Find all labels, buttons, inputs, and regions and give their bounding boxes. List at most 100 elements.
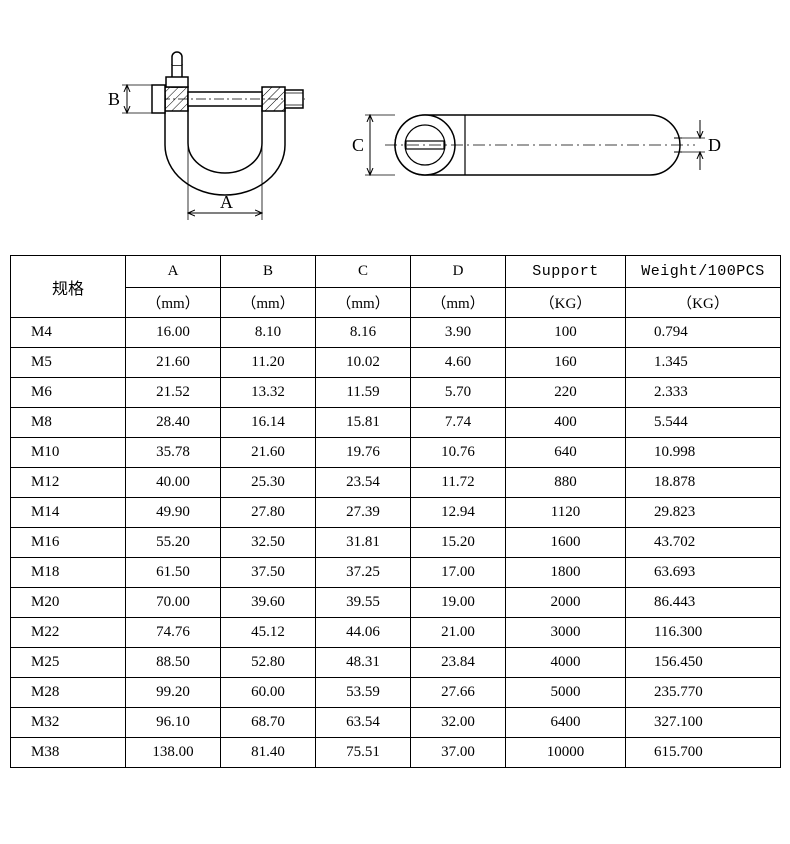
cell-support: 4000 — [506, 648, 626, 678]
cell-support: 6400 — [506, 708, 626, 738]
cell-spec: M8 — [11, 408, 126, 438]
cell-d: 5.70 — [411, 378, 506, 408]
cell-d: 15.20 — [411, 528, 506, 558]
cell-d: 10.76 — [411, 438, 506, 468]
cell-d: 27.66 — [411, 678, 506, 708]
cell-a: 21.52 — [126, 378, 221, 408]
table-row: M2274.7645.1244.0621.003000116.300 — [11, 618, 781, 648]
table-body: M416.008.108.163.901000.794M521.6011.201… — [11, 318, 781, 768]
cell-b: 27.80 — [221, 498, 316, 528]
cell-c: 63.54 — [316, 708, 411, 738]
cell-weight: 63.693 — [626, 558, 781, 588]
cell-support: 1800 — [506, 558, 626, 588]
cell-spec: M5 — [11, 348, 126, 378]
cell-support: 100 — [506, 318, 626, 348]
cell-a: 96.10 — [126, 708, 221, 738]
cell-weight: 1.345 — [626, 348, 781, 378]
cell-support: 160 — [506, 348, 626, 378]
hdr-weight-unit: （KG） — [626, 288, 781, 318]
cell-c: 23.54 — [316, 468, 411, 498]
cell-spec: M16 — [11, 528, 126, 558]
cell-c: 27.39 — [316, 498, 411, 528]
cell-spec: M12 — [11, 468, 126, 498]
cell-b: 52.80 — [221, 648, 316, 678]
cell-b: 45.12 — [221, 618, 316, 648]
dim-label-b: B — [108, 89, 120, 109]
cell-b: 16.14 — [221, 408, 316, 438]
cell-weight: 327.100 — [626, 708, 781, 738]
hdr-a-unit: （mm） — [126, 288, 221, 318]
cell-d: 21.00 — [411, 618, 506, 648]
cell-c: 11.59 — [316, 378, 411, 408]
cell-d: 3.90 — [411, 318, 506, 348]
cell-b: 32.50 — [221, 528, 316, 558]
spec-table: 规格 A B C D Support Weight/100PCS （mm） （m… — [10, 255, 781, 768]
cell-spec: M25 — [11, 648, 126, 678]
cell-c: 31.81 — [316, 528, 411, 558]
cell-spec: M22 — [11, 618, 126, 648]
table-row: M828.4016.1415.817.744005.544 — [11, 408, 781, 438]
cell-d: 23.84 — [411, 648, 506, 678]
cell-b: 25.30 — [221, 468, 316, 498]
hdr-c: C — [316, 256, 411, 288]
table-row: M2588.5052.8048.3123.844000156.450 — [11, 648, 781, 678]
cell-weight: 18.878 — [626, 468, 781, 498]
cell-c: 10.02 — [316, 348, 411, 378]
table-row: M621.5213.3211.595.702202.333 — [11, 378, 781, 408]
cell-d: 4.60 — [411, 348, 506, 378]
cell-a: 88.50 — [126, 648, 221, 678]
cell-weight: 2.333 — [626, 378, 781, 408]
cell-a: 99.20 — [126, 678, 221, 708]
cell-weight: 0.794 — [626, 318, 781, 348]
table-header: 规格 A B C D Support Weight/100PCS （mm） （m… — [11, 256, 781, 318]
cell-spec: M14 — [11, 498, 126, 528]
cell-weight: 156.450 — [626, 648, 781, 678]
hdr-support: Support — [506, 256, 626, 288]
shackle-svg: B A — [0, 0, 790, 230]
cell-a: 16.00 — [126, 318, 221, 348]
hdr-weight: Weight/100PCS — [626, 256, 781, 288]
hdr-b: B — [221, 256, 316, 288]
cell-weight: 10.998 — [626, 438, 781, 468]
cell-d: 32.00 — [411, 708, 506, 738]
cell-c: 37.25 — [316, 558, 411, 588]
cell-b: 8.10 — [221, 318, 316, 348]
cell-a: 55.20 — [126, 528, 221, 558]
table-row: M521.6011.2010.024.601601.345 — [11, 348, 781, 378]
spec-table-container: 规格 A B C D Support Weight/100PCS （mm） （m… — [10, 255, 780, 768]
cell-spec: M10 — [11, 438, 126, 468]
cell-support: 880 — [506, 468, 626, 498]
cell-c: 8.16 — [316, 318, 411, 348]
cell-support: 5000 — [506, 678, 626, 708]
front-view: B A — [108, 52, 305, 220]
cell-weight: 615.700 — [626, 738, 781, 768]
cell-b: 11.20 — [221, 348, 316, 378]
cell-b: 37.50 — [221, 558, 316, 588]
table-row: M1035.7821.6019.7610.7664010.998 — [11, 438, 781, 468]
cell-b: 21.60 — [221, 438, 316, 468]
cell-weight: 235.770 — [626, 678, 781, 708]
cell-c: 75.51 — [316, 738, 411, 768]
cell-a: 40.00 — [126, 468, 221, 498]
cell-spec: M38 — [11, 738, 126, 768]
cell-d: 17.00 — [411, 558, 506, 588]
cell-weight: 29.823 — [626, 498, 781, 528]
cell-support: 3000 — [506, 618, 626, 648]
table-row: M1861.5037.5037.2517.00180063.693 — [11, 558, 781, 588]
hdr-c-unit: （mm） — [316, 288, 411, 318]
cell-b: 68.70 — [221, 708, 316, 738]
cell-spec: M4 — [11, 318, 126, 348]
cell-spec: M20 — [11, 588, 126, 618]
cell-c: 39.55 — [316, 588, 411, 618]
hdr-b-unit: （mm） — [221, 288, 316, 318]
cell-weight: 116.300 — [626, 618, 781, 648]
hdr-support-unit: （KG） — [506, 288, 626, 318]
table-row: M1449.9027.8027.3912.94112029.823 — [11, 498, 781, 528]
table-row: M38138.0081.4075.5137.0010000615.700 — [11, 738, 781, 768]
hdr-spec: 规格 — [11, 256, 126, 318]
cell-d: 19.00 — [411, 588, 506, 618]
cell-support: 10000 — [506, 738, 626, 768]
cell-a: 61.50 — [126, 558, 221, 588]
side-view: C D — [352, 115, 721, 175]
table-row: M1655.2032.5031.8115.20160043.702 — [11, 528, 781, 558]
